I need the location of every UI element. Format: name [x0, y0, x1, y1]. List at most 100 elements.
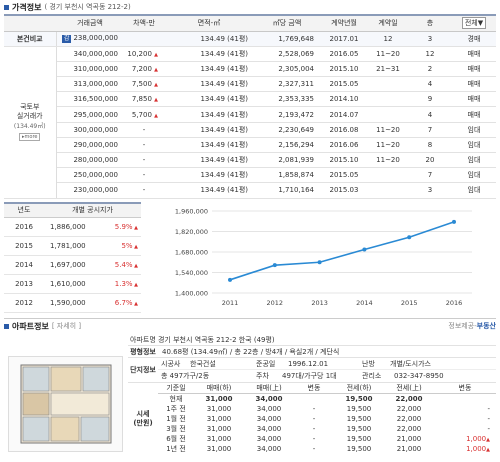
cell-area: 134.49 (41평) — [164, 152, 254, 169]
cell-diff: 7,200 ▲ — [124, 61, 164, 78]
cell-ym: 2015.03 — [320, 182, 368, 199]
x-tick-label: 2011 — [222, 299, 239, 307]
triangle-up-icon: ▲ — [154, 51, 158, 58]
price-table-header: 거래금액 차액-만 면적-㎡ ㎡당 금액 계약년월 계약일 층 전체▼ — [4, 14, 496, 32]
table-row[interactable]: 295,000,000 5,700 ▲ 134.49 (41평) 2,193,472 2… — [4, 106, 496, 123]
table-row[interactable]: 230,000,000-134.49 (41평) 1,710,164 2015.03… — [4, 182, 496, 199]
cell-date: 현재 — [169, 395, 183, 403]
floorplan-icon — [20, 364, 112, 444]
table-row[interactable]: 250,000,000-134.49 (41평) 1,858,874 2015.05… — [4, 167, 496, 184]
table-row: 1월 전 31,000 34,000 - 19,500 22,000 - — [158, 414, 496, 424]
cell-sale-low: 31,000 — [206, 435, 232, 443]
apt-info-panel: 아파트명 경기 부천시 역곡동 212-2 한국 (49평) 평형정보 40.6… — [128, 334, 496, 454]
cell-area: 134.49 (41평) — [164, 182, 254, 199]
cell-diff: - — [124, 167, 164, 184]
cell-public-price: 1,590,000 6.7% ▲ — [44, 293, 141, 313]
table-row[interactable]: 290,000,000-134.49 (41평) 2,156,294 2016.06… — [4, 137, 496, 154]
cell-lease-high: 22,000 — [396, 415, 422, 423]
triangle-up-icon: ▲ — [154, 66, 158, 73]
y-tick-label: 1,960,000 — [175, 208, 208, 216]
cell-price: 295,000,000 — [56, 106, 124, 123]
data-point — [407, 235, 412, 240]
cell-date: 1주 전 — [166, 405, 186, 413]
cell-ym: 2016.06 — [320, 137, 368, 154]
col-per[interactable]: ㎡당 금액 — [254, 14, 320, 32]
cell-per: 1,769,648 — [254, 31, 320, 47]
cell-price: 300,000,000 — [56, 122, 124, 138]
cell-lease-low: 19,500 — [346, 435, 372, 443]
cell-floor: 2 — [408, 61, 452, 78]
detail-link[interactable]: [ 자세히 ] — [51, 322, 82, 330]
col-year: 년도 — [4, 202, 44, 218]
series-line — [229, 221, 455, 281]
col-area[interactable]: 면적-㎡ — [164, 14, 254, 32]
cell-type: 매매 — [452, 76, 496, 93]
cell-per: 2,327,311 — [254, 76, 320, 93]
cell-type: 매매 — [452, 46, 496, 62]
cell-ym: 2017.01 — [320, 31, 368, 47]
cell-lease-high: 22,000 — [395, 395, 423, 403]
cell-type: 임대 — [452, 137, 496, 154]
cell-area: 134.49 (41평) — [164, 167, 254, 184]
cell-price: 감 238,000,000 — [56, 31, 124, 47]
group-label-compare: 본건비교 — [4, 31, 57, 47]
cell-floor: 8 — [408, 137, 452, 154]
table-row[interactable]: 본건비교 감 238,000,000 134.49 (41평) 1,769,648 201… — [4, 31, 496, 47]
col-diff[interactable]: 차액-만 — [124, 14, 164, 32]
cell-lease-high: 21,000 — [396, 435, 422, 443]
cell-public-price: 1,697,000 5.4% ▲ — [44, 255, 141, 275]
floorplan-image[interactable] — [8, 356, 123, 452]
cell-day: 11~20 — [368, 137, 408, 154]
table-row: 1주 전 31,000 34,000 - 19,500 22,000 - — [158, 404, 496, 414]
x-tick-label: 2014 — [356, 299, 373, 307]
more-button[interactable]: ▸more — [19, 133, 41, 142]
cell-type: 임대 — [452, 122, 496, 138]
cell-per: 2,230,649 — [254, 122, 320, 138]
cell-date: 3월 전 — [166, 425, 186, 433]
cell-floor: 7 — [408, 122, 452, 138]
cell-per: 1,710,164 — [254, 182, 320, 199]
market-col-header: 전세(上) — [384, 383, 434, 394]
data-point — [317, 260, 322, 265]
cell-area: 134.49 (41평) — [164, 76, 254, 93]
cell-sale-change: - — [312, 425, 316, 433]
table-row[interactable]: 313,000,000 7,500 ▲ 134.49 (41평) 2,327,311 2… — [4, 76, 496, 93]
cell-date: 1월 전 — [166, 415, 186, 423]
col-public-price: 개별 공시지가 — [44, 202, 141, 218]
market-col-header: 변동 — [294, 383, 334, 394]
cell-sale-high: 34,000 — [256, 435, 282, 443]
cell-sale-high: 34,000 — [256, 415, 282, 423]
cell-floor: 7 — [408, 167, 452, 184]
col-floor[interactable]: 층 — [408, 14, 452, 32]
cell-sale-change: - — [312, 445, 316, 453]
cell-floor: 20 — [408, 152, 452, 169]
cell-per: 1,858,874 — [254, 167, 320, 184]
cell-lease-change: - — [487, 405, 490, 413]
market-col-header: 변동 — [434, 383, 496, 394]
table-row[interactable]: 국토부 실거래가 (134.49㎡) ▸more 340,000,000 10,200 … — [4, 46, 496, 199]
col-day[interactable]: 계약일 — [368, 14, 408, 32]
col-ym[interactable]: 계약년월 — [320, 14, 368, 32]
cell-sale-high: 34,000 — [255, 395, 283, 403]
cell-floor: 4 — [408, 76, 452, 93]
table-row[interactable]: 316,500,000 7,850 ▲ 134.49 (41평) 2,353,335 2… — [4, 91, 496, 108]
cell-price: 316,500,000 — [56, 91, 124, 108]
cell-lease-low: 19,500 — [345, 395, 373, 403]
sort-select[interactable]: 전체▼ — [461, 17, 487, 30]
table-row[interactable]: 280,000,000-134.49 (41평) 2,081,939 2015.10… — [4, 152, 496, 169]
cell-sale-low: 31,000 — [205, 395, 233, 403]
cell-day — [368, 76, 408, 93]
table-row[interactable]: 300,000,000-134.49 (41평) 2,230,649 2016.08… — [4, 122, 496, 138]
bullet-icon — [4, 4, 9, 10]
table-row[interactable]: 310,000,000 7,200 ▲ 134.49 (41평) 2,305,004 2… — [4, 61, 496, 78]
cell-year: 2016 — [4, 217, 44, 237]
cell-lease-high: 21,000 — [396, 445, 422, 453]
cell-floor: 4 — [408, 106, 452, 123]
cell-lease-change — [434, 394, 496, 405]
x-tick-label: 2013 — [311, 299, 328, 307]
price-table: 거래금액 차액-만 면적-㎡ ㎡당 금액 계약년월 계약일 층 전체▼ 본건비교… — [4, 14, 496, 199]
cell-year: 2012 — [4, 293, 44, 313]
col-price[interactable]: 거래금액 — [56, 14, 124, 32]
cell-day — [368, 106, 408, 123]
table-row: 3월 전 31,000 34,000 - 19,500 22,000 - — [158, 424, 496, 434]
